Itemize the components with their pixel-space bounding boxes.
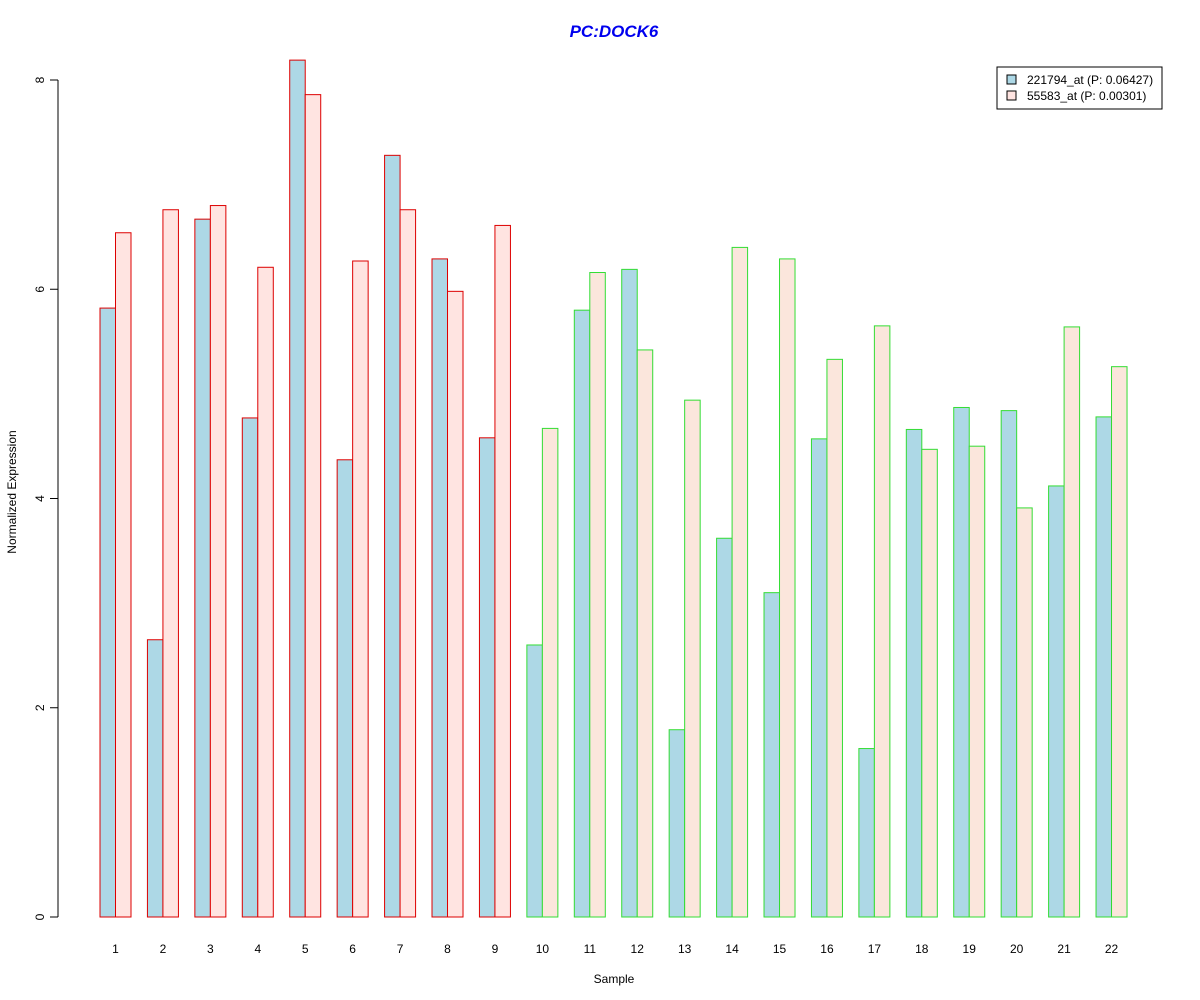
chart-title: PC:DOCK6 <box>570 22 659 41</box>
legend-swatch <box>1006 90 1017 101</box>
bar-55583-at-sample-16 <box>826 358 843 918</box>
bar-221794-at-sample-8 <box>431 258 449 918</box>
x-tick-label: 18 <box>915 942 929 956</box>
bar-221794-at-sample-9 <box>478 437 496 918</box>
bar-221794-at-sample-18 <box>905 428 923 918</box>
bar-55583-at-sample-12 <box>636 349 654 918</box>
bar-55583-at-sample-18 <box>921 448 938 918</box>
bar-221794-at-sample-6 <box>336 459 354 918</box>
bar-55583-at-sample-2 <box>162 209 179 918</box>
bar-221794-at-sample-4 <box>241 417 259 918</box>
bar-221794-at-sample-11 <box>573 309 591 918</box>
bar-55583-at-sample-19 <box>968 445 986 918</box>
y-axis: 0 2 4 6 8 <box>33 76 59 920</box>
x-tick-label: 5 <box>302 942 309 956</box>
bar-55583-at-sample-6 <box>352 260 369 918</box>
x-tick-label: 10 <box>536 942 550 956</box>
x-tick-label: 12 <box>631 942 645 956</box>
legend-swatch <box>1006 74 1017 85</box>
x-tick-label: 15 <box>773 942 787 956</box>
bar-55583-at-sample-20 <box>1016 507 1033 918</box>
bar-55583-at-sample-14 <box>731 246 749 918</box>
legend: 221794_at (P: 0.06427) 55583_at (P: 0.003… <box>996 66 1163 110</box>
bar-55583-at-sample-13 <box>684 399 701 918</box>
x-tick-label: 3 <box>207 942 214 956</box>
x-tick-label: 19 <box>963 942 977 956</box>
bar-55583-at-sample-15 <box>779 258 796 918</box>
bar-221794-at-sample-17 <box>858 748 875 918</box>
x-tick-label: 9 <box>492 942 499 956</box>
y-tick-label: 2 <box>33 704 47 711</box>
x-tick-label: 20 <box>1010 942 1024 956</box>
bar-221794-at-sample-1 <box>99 307 116 918</box>
x-tick-label: 11 <box>584 942 597 956</box>
bar-55583-at-sample-1 <box>115 232 132 918</box>
bar-55583-at-sample-11 <box>589 272 606 918</box>
bar-221794-at-sample-16 <box>810 438 828 918</box>
x-tick-label: 6 <box>349 942 356 956</box>
legend-box <box>996 66 1163 110</box>
bar-221794-at-sample-19 <box>953 406 970 918</box>
bar-55583-at-sample-9 <box>494 224 511 918</box>
bar-55583-at-sample-22 <box>1111 366 1128 918</box>
bar-221794-at-sample-12 <box>621 268 638 918</box>
x-tick-label: 2 <box>160 942 167 956</box>
legend-label: 221794_at (P: 0.06427) <box>1027 73 1153 87</box>
x-tick-label: 21 <box>1057 942 1071 956</box>
x-tick-label: 7 <box>397 942 404 956</box>
x-axis: 1 2 3 4 5 6 7 8 9 10 11 12 13 14 15 16 17 18 19 20 21 22 <box>112 942 1118 956</box>
y-tick-label: 8 <box>33 76 47 83</box>
bar-221794-at-sample-22 <box>1095 416 1113 918</box>
bar-221794-at-sample-10 <box>526 644 543 918</box>
x-axis-label: Sample <box>594 972 635 986</box>
bar-221794-at-sample-14 <box>716 537 733 918</box>
bar-55583-at-sample-3 <box>209 205 227 918</box>
bar-221794-at-sample-7 <box>384 154 401 918</box>
x-tick-label: 17 <box>868 942 882 956</box>
y-axis-label: Normalized Expression <box>5 430 19 553</box>
x-tick-label: 16 <box>820 942 834 956</box>
bar-55583-at-sample-4 <box>257 266 274 918</box>
bar-55583-at-sample-7 <box>399 209 417 918</box>
bar-221794-at-sample-20 <box>1000 410 1018 918</box>
bar-55583-at-sample-5 <box>304 94 322 918</box>
bar-55583-at-sample-10 <box>541 427 559 918</box>
bar-55583-at-sample-21 <box>1063 326 1081 918</box>
bar-221794-at-sample-15 <box>763 592 781 918</box>
y-tick-label: 0 <box>33 913 47 920</box>
y-tick-label: 4 <box>33 495 47 502</box>
legend-label: 55583_at (P: 0.00301) <box>1027 89 1146 103</box>
y-tick-label: 6 <box>33 286 47 293</box>
bar-55583-at-sample-17 <box>873 325 891 918</box>
x-tick-label: 1 <box>112 942 119 956</box>
x-tick-label: 14 <box>725 942 739 956</box>
x-tick-label: 13 <box>678 942 692 956</box>
bars <box>99 59 1128 918</box>
x-tick-label: 4 <box>254 942 261 956</box>
x-tick-label: 22 <box>1105 942 1119 956</box>
bar-221794-at-sample-13 <box>668 729 686 918</box>
bar-221794-at-sample-21 <box>1048 485 1065 918</box>
bar-221794-at-sample-2 <box>146 639 164 918</box>
bar-221794-at-sample-5 <box>289 59 306 918</box>
bar-55583-at-sample-8 <box>447 290 464 918</box>
bar-221794-at-sample-3 <box>194 218 211 918</box>
x-tick-label: 8 <box>444 942 451 956</box>
